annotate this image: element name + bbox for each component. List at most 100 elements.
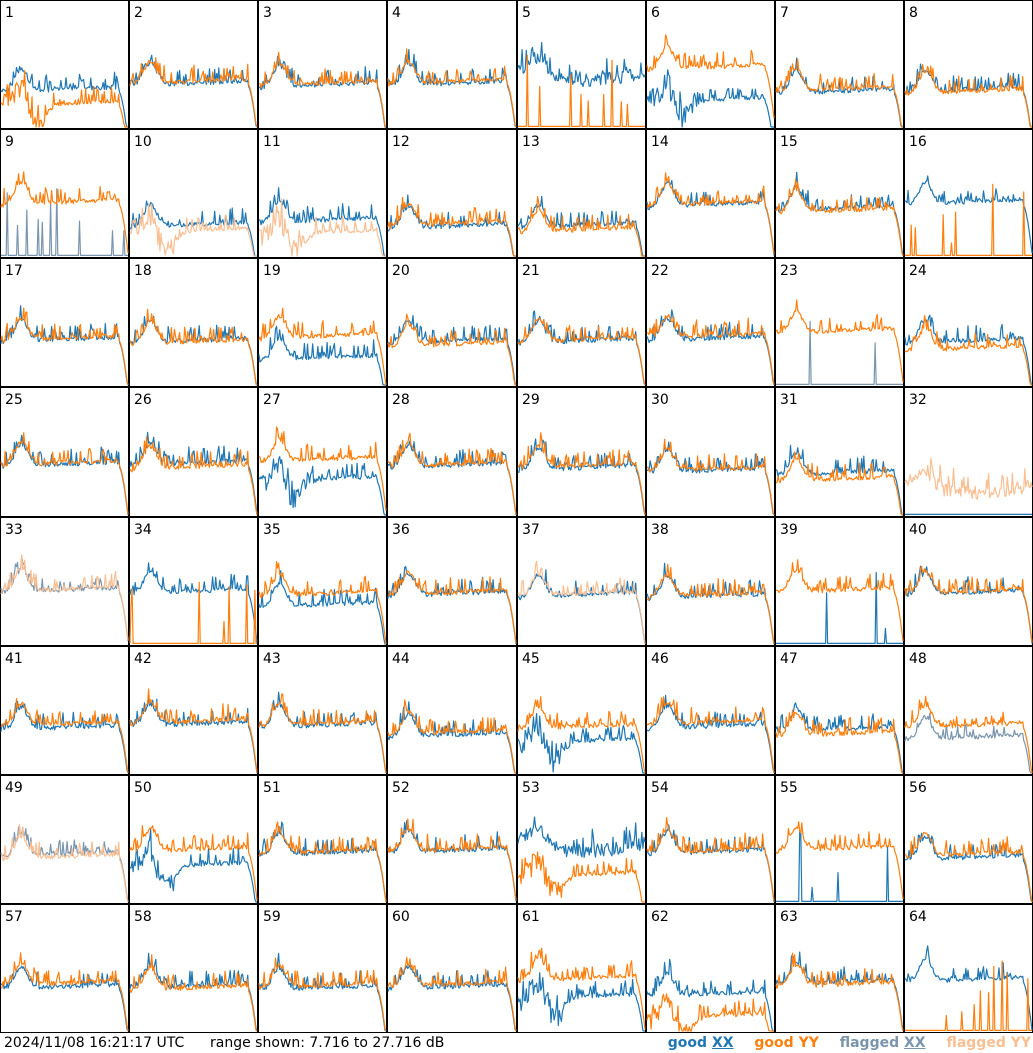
panel-frame — [258, 0, 387, 129]
panel-label: 14 — [651, 134, 669, 150]
panel-9: 9 — [0, 129, 129, 258]
panel-label: 42 — [134, 651, 152, 667]
series-yy-63 — [775, 952, 904, 1032]
series-xx-45 — [517, 713, 645, 774]
series-yy-6 — [646, 34, 775, 119]
series-yy-43 — [258, 693, 387, 774]
legend-good-xx-prefix: good — [667, 1035, 712, 1051]
series-yy-29 — [517, 432, 646, 516]
panel-label: 25 — [5, 392, 23, 408]
panel-2: 2 — [129, 0, 258, 129]
series-yy-2 — [129, 57, 258, 128]
series-yy-31 — [775, 451, 903, 516]
panel-39: 39 — [775, 517, 904, 646]
panel-label: 38 — [651, 522, 669, 538]
series-xx-10 — [129, 200, 257, 257]
panel-58: 58 — [129, 904, 258, 1033]
panel-38: 38 — [646, 517, 775, 646]
panel-label: 35 — [263, 522, 281, 538]
panel-label: 46 — [651, 651, 669, 667]
panel-25: 25 — [0, 387, 129, 517]
series-yy-12 — [387, 196, 516, 257]
panel-35: 35 — [258, 517, 387, 646]
panel-24: 24 — [904, 258, 1033, 387]
panel-label: 32 — [909, 392, 927, 408]
panel-32: 32 — [904, 387, 1033, 517]
panel-label: 29 — [522, 392, 540, 408]
legend-good-yy-prefix: good — [754, 1035, 799, 1051]
panel-label: 5 — [522, 5, 531, 21]
series-xx-9 — [1, 188, 128, 256]
series-xx-29 — [517, 438, 646, 516]
series-xx-19 — [258, 325, 386, 386]
series-xx-43 — [258, 691, 387, 774]
panel-frame — [904, 646, 1033, 775]
series-xx-27 — [258, 456, 386, 516]
panel-45: 45 — [517, 646, 646, 775]
panel-55: 55 — [775, 775, 904, 904]
panel-label: 62 — [651, 909, 669, 925]
panel-label: 63 — [780, 909, 798, 925]
panel-label: 55 — [780, 780, 798, 796]
panel-frame — [517, 258, 646, 387]
panel-label: 8 — [909, 5, 918, 21]
series-xx-60 — [387, 964, 517, 1032]
panel-28: 28 — [387, 387, 517, 517]
legend-good-xx: good XX — [668, 1035, 734, 1051]
series-xx-15 — [775, 171, 904, 257]
series-yy-38 — [646, 563, 775, 645]
panel-label: 11 — [263, 134, 281, 150]
panel-label: 27 — [263, 392, 281, 408]
panel-frame — [129, 387, 258, 517]
series-yy-58 — [129, 954, 258, 1032]
panel-label: 56 — [909, 780, 927, 796]
panel-label: 9 — [5, 134, 14, 150]
panel-12: 12 — [387, 129, 517, 258]
panel-label: 41 — [5, 651, 23, 667]
panel-frame — [904, 775, 1033, 904]
series-xx-57 — [0, 965, 129, 1032]
panel-label: 20 — [392, 263, 410, 279]
series-xx-35 — [258, 570, 386, 645]
series-yy-64 — [905, 960, 1032, 1031]
panel-50: 50 — [129, 775, 258, 904]
series-xx-55 — [776, 830, 903, 902]
series-yy-60 — [387, 956, 517, 1032]
panel-label: 50 — [134, 780, 152, 796]
panel-18: 18 — [129, 258, 258, 387]
panel-frame — [129, 517, 258, 646]
series-yy-26 — [129, 436, 258, 516]
panel-label: 39 — [780, 522, 798, 538]
series-yy-40 — [904, 565, 1033, 643]
panel-frame — [387, 904, 517, 1033]
panel-label: 53 — [522, 780, 540, 796]
legend-flagged-yy-pol: YY — [1010, 1035, 1031, 1051]
series-yy-35 — [258, 560, 387, 645]
panel-frame — [517, 904, 646, 1033]
panel-frame — [129, 0, 258, 129]
series-xx-48 — [904, 712, 1032, 774]
panel-48: 48 — [904, 646, 1033, 775]
panel-label: 52 — [392, 780, 410, 796]
panel-11: 11 — [258, 129, 387, 258]
series-yy-13 — [517, 195, 645, 257]
panel-1: 1 — [0, 0, 129, 129]
panel-frame — [0, 517, 129, 646]
panel-frame — [129, 129, 258, 258]
panel-frame — [387, 387, 517, 517]
panel-label: 61 — [522, 909, 540, 925]
series-yy-36 — [387, 570, 517, 644]
series-xx-16 — [904, 175, 1033, 254]
legend-flagged-yy: flagged YY — [946, 1035, 1031, 1051]
panel-label: 2 — [134, 5, 143, 21]
series-yy-10 — [129, 203, 257, 257]
panel-23: 23 — [775, 258, 904, 387]
series-yy-27 — [258, 426, 387, 511]
panel-label: 30 — [651, 392, 669, 408]
series-xx-53 — [517, 816, 646, 858]
panel-frame — [646, 129, 775, 258]
panel-label: 51 — [263, 780, 281, 796]
panel-14: 14 — [646, 129, 775, 258]
panel-22: 22 — [646, 258, 775, 387]
